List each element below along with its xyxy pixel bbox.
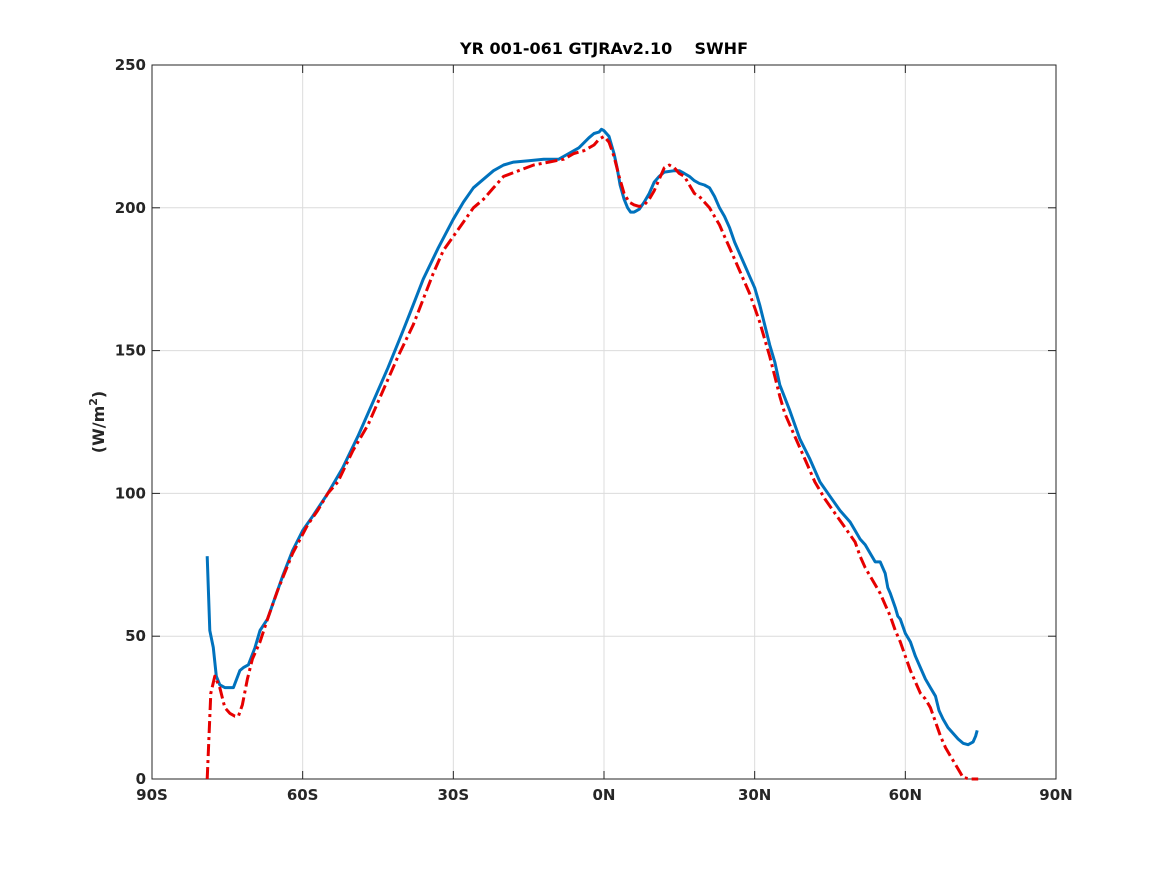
x-tick-label: 60S	[287, 786, 319, 804]
y-tick-label: 100	[115, 484, 146, 502]
x-tick-label: 90S	[136, 786, 168, 804]
chart-title: YR 001-061 GTJRAv2.10 SWHF	[459, 39, 748, 58]
x-tick-label: 0N	[593, 786, 616, 804]
y-tick-label: 250	[115, 56, 146, 74]
x-tick-label: 90N	[1039, 786, 1072, 804]
y-tick-label: 200	[115, 199, 146, 217]
x-tick-label: 60N	[889, 786, 922, 804]
x-axis-tick-labels: 90S 60S 30S 0N 30N 60N 90N	[136, 786, 1073, 804]
y-axis-tick-labels: 0 50 100 150 200 250	[115, 56, 146, 788]
axis-ticks	[151, 64, 1057, 780]
series-lines	[205, 127, 979, 781]
grid	[152, 65, 1056, 779]
series-line-1	[205, 127, 979, 747]
y-tick-label: 0	[136, 770, 146, 788]
x-tick-label: 30S	[437, 786, 469, 804]
y-axis-label-close: )	[89, 391, 108, 398]
y-tick-label: 150	[115, 342, 146, 360]
y-tick-label: 50	[125, 627, 146, 645]
y-axis-label-superscript: 2	[87, 398, 100, 406]
y-axis-label: (W/m2)	[87, 391, 108, 453]
x-tick-label: 30N	[738, 786, 771, 804]
y-axis-label-main: (W/m	[89, 406, 108, 453]
series-line-2	[205, 134, 979, 781]
